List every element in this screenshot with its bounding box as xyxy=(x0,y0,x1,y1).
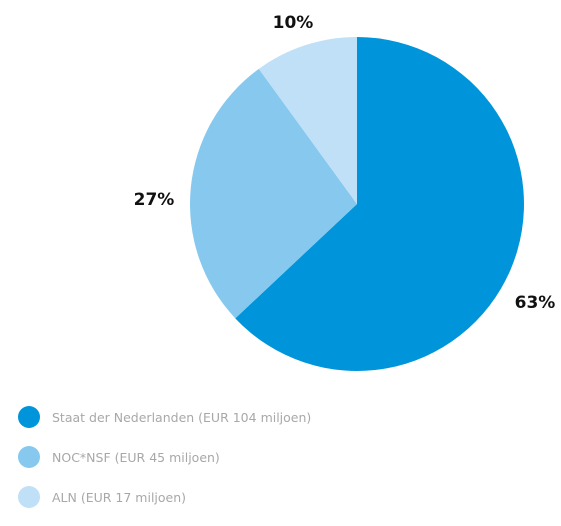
legend-swatch-staat xyxy=(18,406,40,428)
legend-item-nocnsf: NOC*NSF (EUR 45 miljoen) xyxy=(18,446,311,468)
pie-slice-staat xyxy=(235,37,524,371)
pie-slice-aln xyxy=(258,37,357,204)
data-label-nocnsf: 27% xyxy=(134,190,175,210)
legend-swatch-aln xyxy=(18,486,40,508)
legend-item-staat: Staat der Nederlanden (EUR 104 miljoen) xyxy=(18,406,311,428)
legend-item-aln: ALN (EUR 17 miljoen) xyxy=(18,486,311,508)
pie-chart: 63% 27% 10% xyxy=(134,13,556,371)
data-label-aln: 10% xyxy=(273,13,314,33)
pie-slices xyxy=(189,37,524,371)
legend-label-staat: Staat der Nederlanden (EUR 104 miljoen) xyxy=(52,409,312,425)
data-label-staat: 63% xyxy=(515,293,556,313)
legend-label-aln: ALN (EUR 17 miljoen) xyxy=(52,489,187,505)
pie-slice-nocnsf xyxy=(189,68,357,319)
legend-swatch-nocnsf xyxy=(18,446,40,468)
legend: Staat der Nederlanden (EUR 104 miljoen) … xyxy=(18,406,311,526)
legend-label-nocnsf: NOC*NSF (EUR 45 miljoen) xyxy=(52,449,220,465)
